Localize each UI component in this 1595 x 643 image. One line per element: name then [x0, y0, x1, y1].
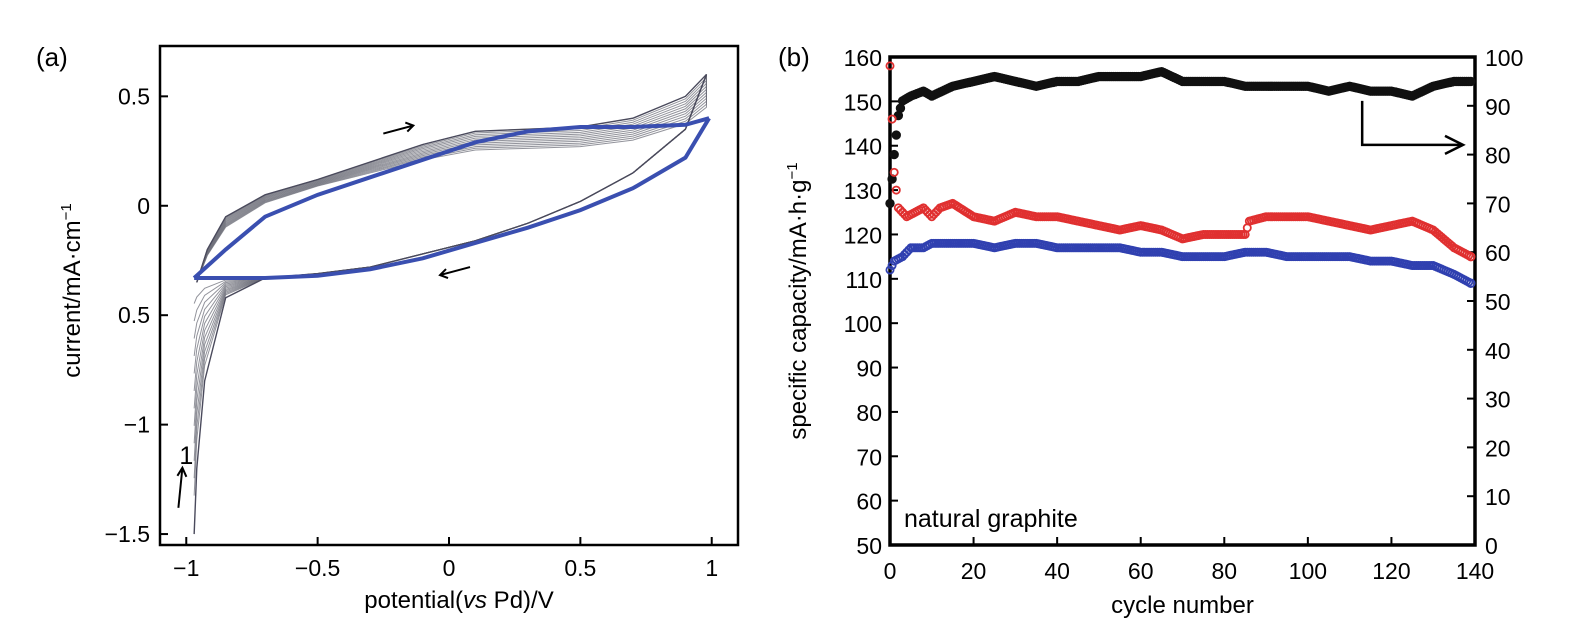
y2-tick-label-b: 80: [1485, 143, 1511, 169]
y-tick-label-b: 140: [844, 134, 882, 160]
x-tick-label-b: 0: [884, 558, 897, 584]
y2-tick-label-b: 70: [1485, 191, 1511, 217]
y2-tick-label-b: 50: [1485, 289, 1511, 315]
data-point: [1466, 251, 1476, 262]
y-tick-label-b: 110: [845, 267, 882, 293]
right-axis-arrowhead: [1444, 134, 1466, 155]
material-label: natural graphite: [904, 505, 1078, 533]
right-axis-arrow: [1360, 100, 1463, 147]
x-tick-label-a: −1: [173, 555, 199, 581]
series-steady-cycle-lower: [194, 117, 711, 280]
first-cycle-arrow: [176, 465, 188, 508]
data-point: [891, 130, 901, 140]
plot-frame-b: [888, 55, 1477, 547]
data-point: [891, 185, 901, 195]
data-point: [885, 61, 895, 71]
panel-a-label: (a): [36, 42, 68, 72]
data-point: [900, 209, 910, 219]
x-tick-label-a: 0.5: [564, 555, 596, 581]
data-point: [1466, 76, 1476, 87]
y-tick-label-a: 0.5: [118, 83, 150, 109]
y-tick-label-b: 120: [844, 222, 882, 248]
y2-tick-label-b: 10: [1485, 484, 1511, 510]
y2-tick-label-b: 20: [1485, 435, 1511, 461]
y-axis-label-a-sup: −1: [58, 203, 75, 220]
x-tick-label-b: 40: [1044, 558, 1070, 584]
y2-tick-label-b: 60: [1485, 240, 1511, 266]
data-point: [885, 265, 895, 275]
series-first-cycle-upper: [196, 73, 707, 283]
y-tick-label-b: 130: [844, 178, 882, 204]
y-tick-label-a: −1: [124, 412, 150, 438]
data-point: [887, 114, 897, 124]
y-axis-label-a: current/mA·cm−1: [58, 203, 86, 377]
y-tick-label-a: 0: [137, 193, 150, 219]
chart-b: 0 20 40 60 80 100 120 1405060708090100110120130…: [784, 45, 1523, 619]
series-charge-capacity: [885, 61, 1476, 262]
x-tick-label-b: 120: [1372, 558, 1410, 584]
x-tick-label-b: 20: [961, 558, 987, 584]
data-point: [1466, 278, 1476, 288]
y2-tick-label-b: 40: [1485, 338, 1511, 364]
data-point: [887, 261, 897, 271]
y-tick-label-b: 90: [856, 356, 882, 382]
x-tick-label-b: 100: [1289, 558, 1327, 584]
chart-a: −1 −0.5 0 0.5 1 0.5 0 0.5 −1 −1.5 1 potential(vs Pd…: [58, 44, 740, 614]
y-axis-label-a-main: current/mA·cm: [59, 220, 86, 377]
y-tick-label-a: −1.5: [105, 521, 150, 547]
y-axis-label-b: specific capacity/mA·h·g−1: [784, 162, 812, 439]
y-tick-label-a: 0.5: [118, 302, 150, 328]
series-discharge-capacity: [885, 238, 1476, 288]
x-axis-label-a: potential(vs Pd)/V: [364, 587, 553, 614]
data-point: [889, 149, 899, 160]
y-tick-label-b: 60: [856, 489, 882, 515]
data-point: [885, 198, 895, 209]
data-point: [889, 167, 899, 177]
y2-tick-label-b: 0: [1485, 533, 1498, 559]
y2-tick-label-b: 100: [1485, 45, 1523, 71]
x-tick-label-a: 0: [443, 555, 456, 581]
y-tick-label-b: 80: [856, 400, 882, 426]
y-axis-label-b-sup: −1: [784, 162, 801, 179]
x-axis-label-b: cycle number: [1111, 592, 1254, 619]
x-axis-label-a-part1: potential(: [364, 587, 463, 614]
x-axis-label-a-part2: vs: [463, 587, 487, 614]
x-tick-label-a: 1: [705, 555, 718, 581]
x-tick-label-b: 80: [1211, 558, 1237, 584]
cycle-one-label: 1: [179, 442, 193, 470]
series-coulombic-efficiency: [885, 66, 1476, 209]
x-tick-label-b: 140: [1456, 558, 1494, 584]
y-tick-label-b: 50: [856, 533, 882, 559]
y-axis-label-b-main: specific capacity/mA·h·g: [785, 180, 812, 440]
y2-tick-label-b: 90: [1485, 94, 1511, 120]
y-tick-label-b: 70: [856, 444, 882, 470]
sweep-direction-arrow-upper: [383, 121, 416, 135]
x-tick-label-b: 60: [1128, 558, 1154, 584]
series-steady-cycle-upper: [192, 116, 710, 280]
sweep-direction-arrow-lower: [438, 266, 471, 279]
x-tick-label-a: −0.5: [295, 555, 340, 581]
y-tick-label-b: 150: [844, 89, 882, 115]
x-axis-label-a-part3: Pd)/V: [487, 587, 554, 614]
y-tick-label-b: 100: [844, 311, 882, 337]
y2-tick-label-b: 30: [1485, 387, 1511, 413]
y-tick-label-b: 160: [844, 45, 882, 71]
series-first-cycle-lower: [193, 74, 708, 535]
panel-b-label: (b): [778, 42, 810, 72]
